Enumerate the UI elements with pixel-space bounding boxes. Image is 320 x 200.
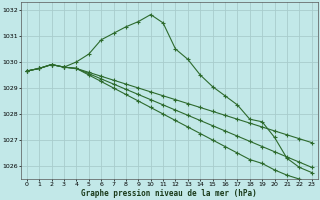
X-axis label: Graphe pression niveau de la mer (hPa): Graphe pression niveau de la mer (hPa) xyxy=(81,189,257,198)
